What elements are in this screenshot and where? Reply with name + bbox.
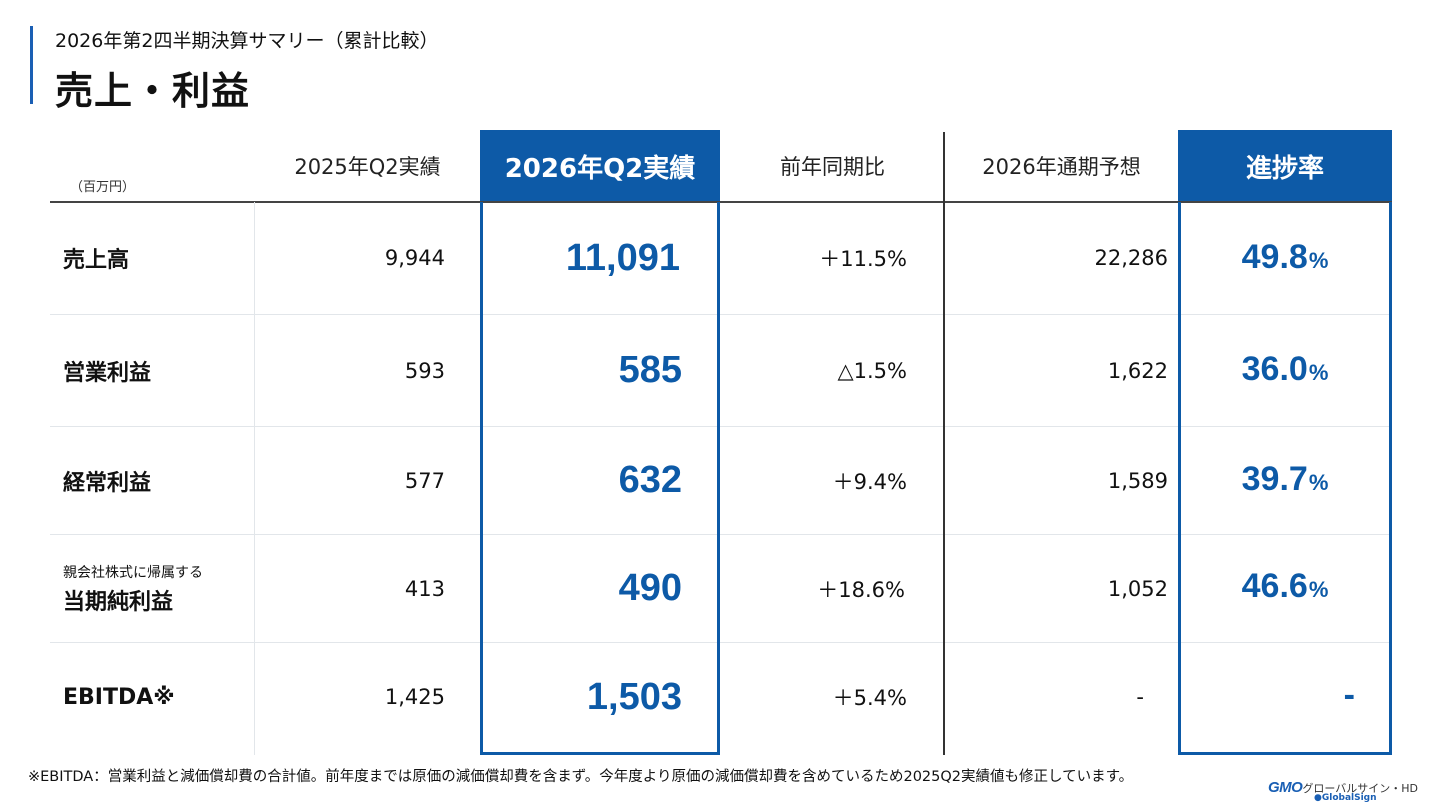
col-header-yoy: 前年同期比	[780, 155, 885, 179]
cell-progress: 49.8%	[1178, 238, 1392, 278]
cell-yoy: ＋18.6%	[817, 577, 905, 602]
cell-forecast: -	[1136, 685, 1144, 709]
summary-table: （百万円） 2025年Q2実績 2026年Q2実績 前年同期比 2026年通期予…	[50, 130, 1392, 758]
header-rule	[50, 201, 1392, 203]
col-header-progress: 進捗率	[1178, 130, 1392, 202]
logo-sub: ●GlobalSign	[1314, 793, 1377, 803]
progress-value: -	[1343, 676, 1355, 714]
cell-prev: 577	[404, 468, 445, 493]
footnote: ※EBITDA：営業利益と減価償却費の合計値。前年度までは原価の減価償却費を含ま…	[28, 769, 1134, 785]
page-subtitle: 2026年第2四半期決算サマリー（累計比較）	[55, 30, 439, 52]
progress-unit: %	[1308, 248, 1329, 273]
cell-yoy: ＋9.4%	[832, 469, 907, 494]
cell-prev: 9,944	[384, 246, 445, 270]
cell-curr: 490	[618, 567, 682, 609]
cell-curr: 585	[618, 349, 682, 391]
cell-forecast: 1,052	[1107, 576, 1168, 601]
cell-progress: -	[1178, 676, 1392, 716]
progress-value: 46.6	[1241, 567, 1308, 605]
col-header-forecast: 2026年通期予想	[982, 155, 1141, 179]
cell-prev: 413	[404, 576, 445, 601]
progress-unit: %	[1308, 360, 1329, 385]
cell-prev: 1,425	[384, 685, 445, 709]
row-divider	[50, 426, 1392, 427]
cell-yoy: △1.5%	[837, 358, 907, 383]
col-header-prev: 2025年Q2実績	[294, 155, 441, 179]
cell-prev: 593	[404, 358, 445, 383]
col-divider	[254, 202, 255, 755]
row-label-operating-profit: 営業利益	[63, 360, 152, 386]
unit-label: （百万円）	[70, 180, 136, 195]
highlight-column-progress	[1178, 202, 1392, 755]
progress-unit: %	[1308, 470, 1329, 495]
cell-curr: 11,091	[565, 236, 680, 279]
company-logo: GMOグローバルサイン・HD ●GlobalSign	[1268, 777, 1428, 807]
progress-value: 49.8	[1241, 238, 1308, 276]
logo-brand: GMO	[1268, 779, 1303, 796]
row-divider	[50, 314, 1392, 315]
cell-progress: 46.6%	[1178, 567, 1392, 607]
progress-value: 39.7	[1241, 460, 1308, 498]
progress-unit: %	[1308, 577, 1329, 602]
row-divider	[50, 534, 1392, 535]
logo-company: グローバルサイン・HD	[1302, 782, 1418, 795]
cell-progress: 39.7%	[1178, 460, 1392, 500]
page-title: 売上・利益	[55, 69, 251, 113]
cell-forecast: 22,286	[1094, 246, 1168, 270]
cell-curr: 1,503	[586, 675, 682, 718]
progress-value: 36.0	[1241, 350, 1308, 388]
highlight-column-curr	[480, 202, 720, 755]
col-header-curr: 2026年Q2実績	[480, 130, 720, 202]
row-label-net-income-prefix: 親会社株式に帰属する	[63, 565, 203, 581]
cell-progress: 36.0%	[1178, 350, 1392, 390]
cell-forecast: 1,589	[1107, 468, 1168, 493]
cell-yoy: ＋11.5%	[819, 247, 907, 271]
row-divider	[50, 642, 1392, 643]
title-accent-bar	[30, 26, 33, 104]
cell-yoy: ＋5.4%	[832, 686, 907, 710]
row-label-sales: 売上高	[63, 248, 130, 273]
cell-curr: 632	[618, 459, 682, 501]
row-label-ebitda: EBITDA※	[63, 684, 175, 710]
row-label-ordinary-profit: 経常利益	[63, 470, 152, 496]
row-label-net-income: 親会社株式に帰属する 当期純利益	[63, 562, 203, 616]
col-divider-dark	[943, 132, 945, 755]
row-label-net-income-main: 当期純利益	[63, 590, 174, 615]
cell-forecast: 1,622	[1107, 358, 1168, 383]
